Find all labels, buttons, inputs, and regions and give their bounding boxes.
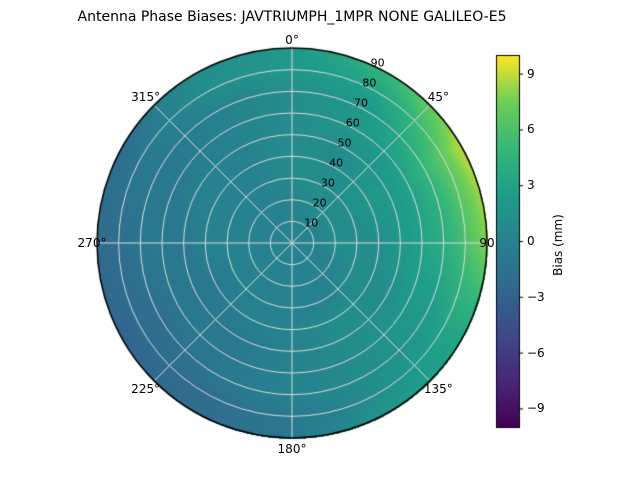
theta-tick-label: 270° xyxy=(77,236,107,250)
colorbar-tick-label: −6 xyxy=(527,345,545,360)
r-tick-label: 10 xyxy=(304,216,319,230)
colorbar-tick-label: −9 xyxy=(527,401,545,416)
theta-tick-label: 0° xyxy=(285,33,299,47)
r-tick-label: 30 xyxy=(320,176,335,190)
theta-tick-label: 90 xyxy=(479,236,495,250)
r-tick-label: 60 xyxy=(345,116,360,130)
chart-title: Antenna Phase Biases: JAVTRIUMPH_1MPR NO… xyxy=(77,9,507,25)
colorbar-tick-label: 9 xyxy=(527,66,535,81)
colorbar-tick-label: 3 xyxy=(527,178,535,193)
r-tick-label: 80 xyxy=(362,76,377,90)
r-tick-label: 20 xyxy=(312,196,327,210)
r-tick-label: 90 xyxy=(370,56,385,70)
colorbar-tick-label: 0 xyxy=(527,234,535,248)
theta-tick-label: 225° xyxy=(131,382,161,397)
theta-tick-label: 135° xyxy=(423,382,453,397)
r-tick-label: 40 xyxy=(329,156,344,170)
theta-tick-label: 45° xyxy=(427,89,449,104)
colorbar-axis-label: Bias (mm) xyxy=(551,214,565,276)
theta-tick-label: 180° xyxy=(277,442,307,456)
r-tick-label: 50 xyxy=(337,136,352,150)
r-tick-label: 70 xyxy=(354,96,369,110)
colorbar-tick-label: −3 xyxy=(527,289,545,304)
theta-tick-label: 315° xyxy=(131,89,161,104)
colorbar-tick-label: 6 xyxy=(527,122,535,137)
